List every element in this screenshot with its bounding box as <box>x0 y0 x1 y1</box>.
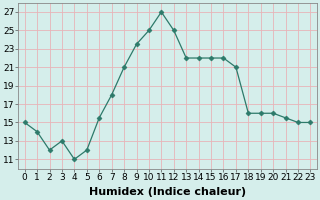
X-axis label: Humidex (Indice chaleur): Humidex (Indice chaleur) <box>89 187 246 197</box>
